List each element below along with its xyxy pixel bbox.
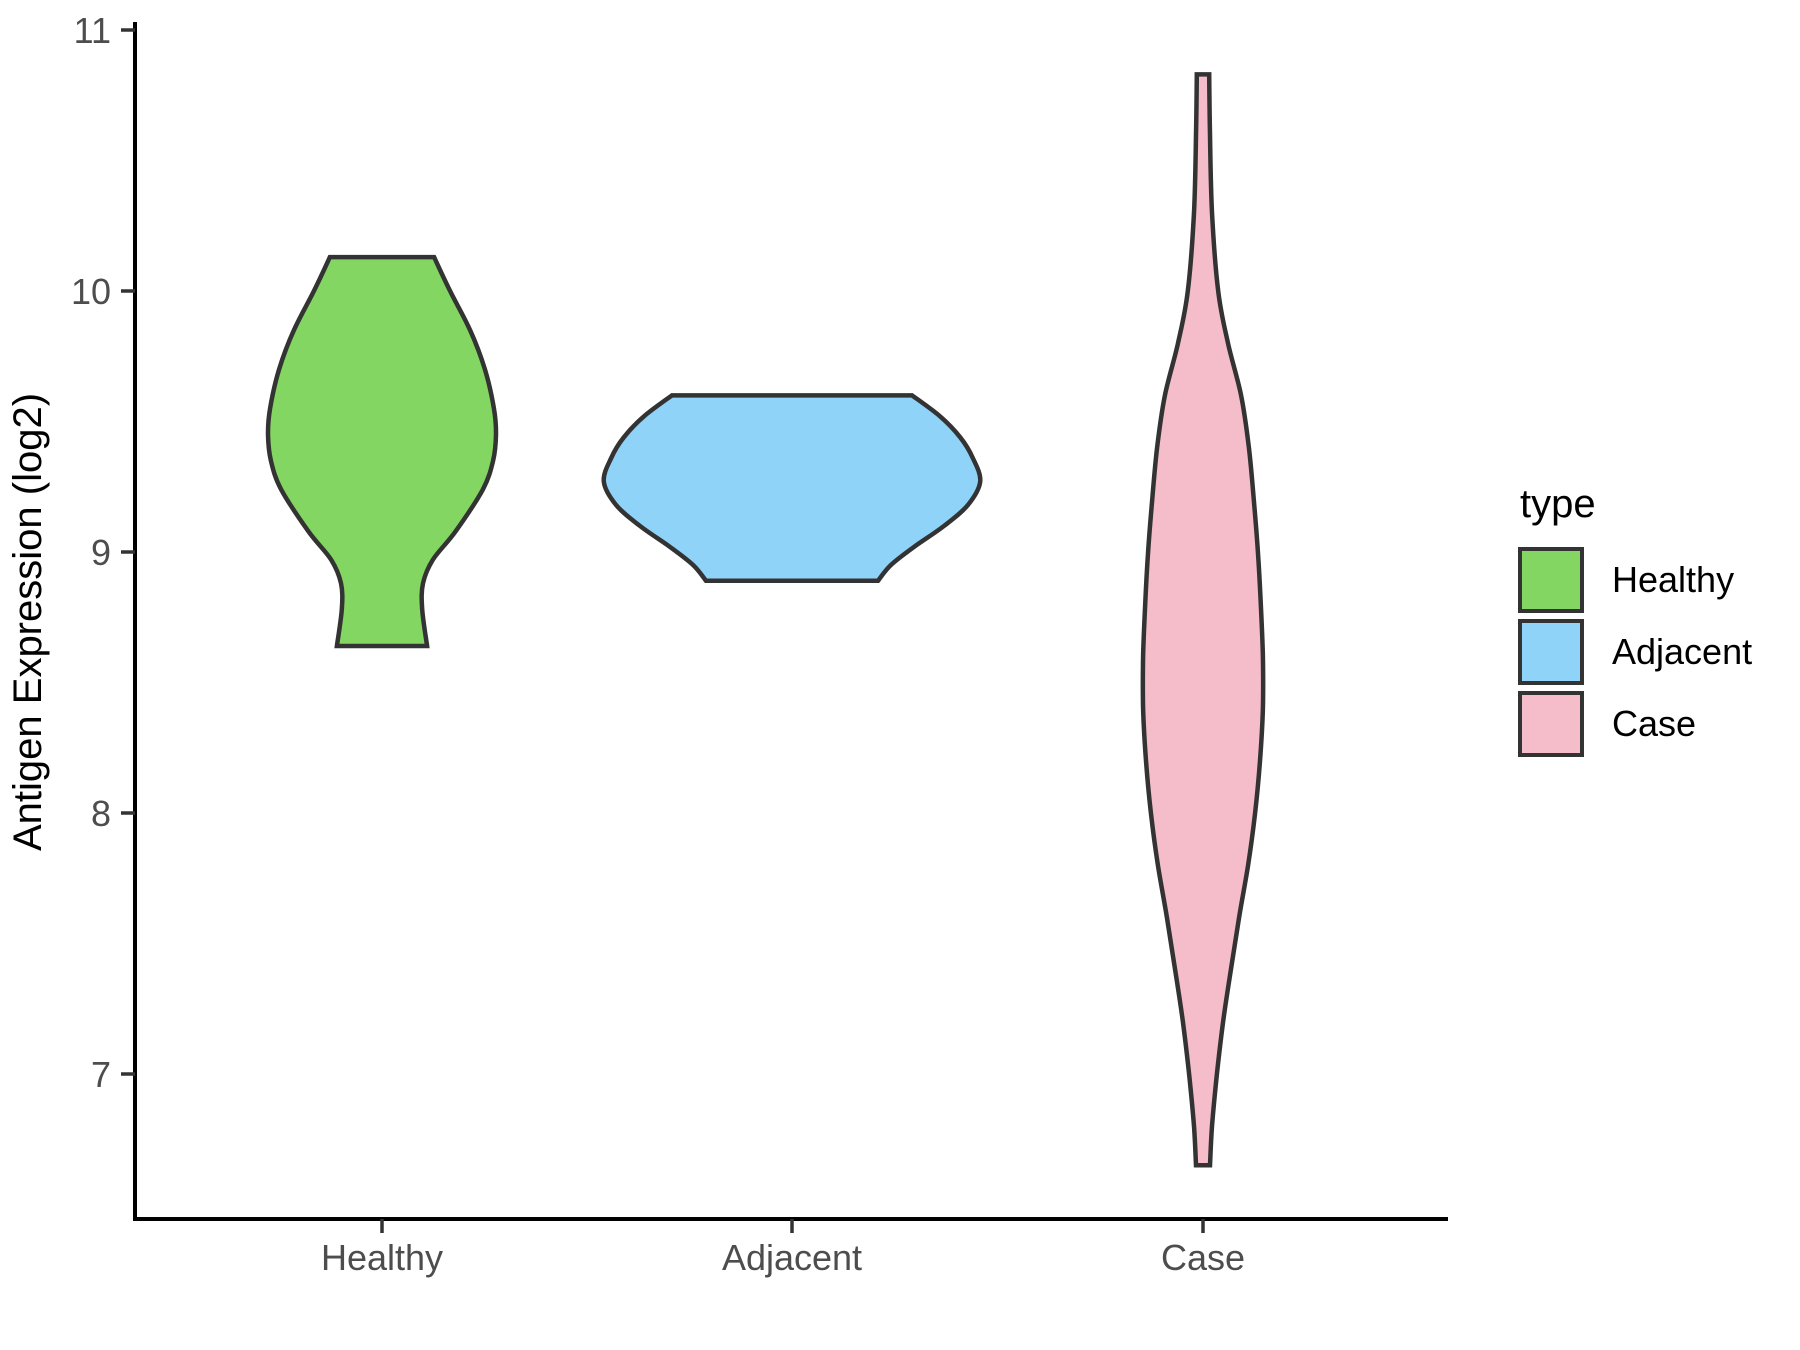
legend: type Healthy Adjacent Case xyxy=(1518,481,1752,763)
x-axis-ticks: Healthy Adjacent Case xyxy=(321,1219,1245,1278)
legend-label-adjacent: Adjacent xyxy=(1612,631,1753,672)
violin-case xyxy=(1140,72,1266,1168)
y-tick-label: 7 xyxy=(91,1054,111,1095)
y-tick-label: 8 xyxy=(91,793,111,834)
x-tick-label-adjacent: Adjacent xyxy=(722,1237,862,1278)
y-tick-label: 11 xyxy=(74,10,111,51)
y-axis-ticks: 11 10 9 8 7 xyxy=(71,10,135,1095)
legend-swatch-case xyxy=(1518,691,1584,757)
y-tick-label: 9 xyxy=(91,532,111,573)
legend-label-healthy: Healthy xyxy=(1612,559,1735,600)
legend-entries: Healthy Adjacent Case xyxy=(1518,547,1752,757)
violin-healthy xyxy=(265,254,499,649)
legend-entry-healthy: Healthy xyxy=(1518,547,1752,613)
violin-group xyxy=(265,72,1266,1168)
y-tick-label: 10 xyxy=(71,271,111,312)
x-tick-label-healthy: Healthy xyxy=(321,1237,443,1278)
x-tick-label-case: Case xyxy=(1161,1237,1245,1278)
legend-swatch-adjacent xyxy=(1518,619,1584,685)
legend-label-case: Case xyxy=(1612,703,1697,744)
legend-swatch-healthy xyxy=(1518,547,1584,613)
y-axis-title: Antigen Expression (log2) xyxy=(6,393,50,851)
legend-entry-case: Case xyxy=(1518,691,1752,757)
violin-adjacent xyxy=(601,393,983,583)
legend-title: type xyxy=(1520,482,1596,526)
legend-entry-adjacent: Adjacent xyxy=(1518,619,1752,685)
